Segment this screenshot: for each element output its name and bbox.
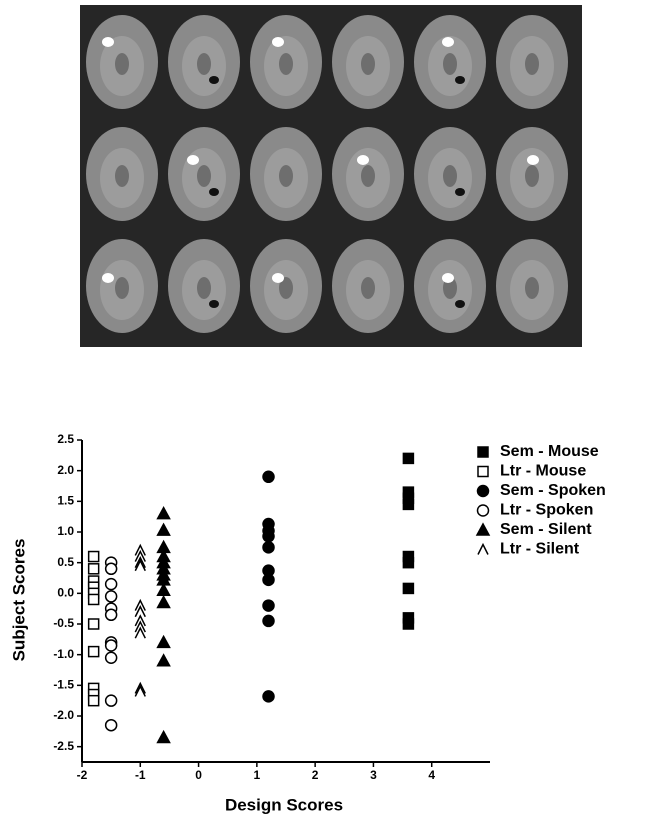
marker-circle: [106, 609, 117, 620]
marker-triangle: [158, 597, 170, 608]
activation-black: [455, 188, 465, 196]
marker-caret: [478, 545, 488, 555]
y-tick-label: -1.0: [53, 647, 74, 661]
activation-black: [455, 76, 465, 84]
brain-ventricle: [525, 53, 539, 75]
y-tick-label: 2.5: [57, 432, 74, 446]
marker-circle: [478, 486, 489, 497]
marker-circle: [263, 471, 274, 482]
activation-white: [527, 155, 539, 165]
marker-square: [89, 594, 99, 604]
marker-circle: [263, 600, 274, 611]
activation-black: [209, 300, 219, 308]
y-tick-label: 1.5: [57, 494, 74, 508]
legend-label: Sem - Silent: [500, 521, 592, 538]
x-tick-label: 2: [312, 768, 319, 782]
activation-white: [272, 273, 284, 283]
marker-circle: [106, 720, 117, 731]
brain-ventricle: [361, 165, 375, 187]
marker-circle: [263, 574, 274, 585]
marker-square: [478, 467, 488, 477]
y-tick-label: -1.5: [53, 678, 74, 692]
activation-white: [102, 37, 114, 47]
marker-circle: [106, 640, 117, 651]
activation-white: [442, 37, 454, 47]
marker-square: [403, 499, 413, 509]
brain-ventricle: [115, 277, 129, 299]
brain-ventricle: [197, 277, 211, 299]
brain-ventricle: [361, 53, 375, 75]
marker-circle: [106, 563, 117, 574]
brain-ventricle: [279, 165, 293, 187]
brain-ventricle: [443, 165, 457, 187]
brain-ventricle: [115, 53, 129, 75]
marker-circle: [263, 615, 274, 626]
y-tick-label: 0.5: [57, 555, 74, 569]
brain-ventricle: [279, 53, 293, 75]
y-tick-label: -2.5: [53, 739, 74, 753]
marker-square: [403, 453, 413, 463]
marker-triangle: [158, 636, 170, 647]
marker-triangle: [158, 655, 170, 666]
figure: Design Scores Subject Scores 2.5 2.0 1.5 1.…: [0, 0, 658, 821]
brain-ventricle: [197, 165, 211, 187]
marker-triangle: [158, 584, 170, 595]
x-tick-label: -1: [135, 768, 146, 782]
marker-circle: [478, 505, 489, 516]
marker-square: [89, 696, 99, 706]
activation-black: [455, 300, 465, 308]
activation-white: [102, 273, 114, 283]
marker-square: [478, 447, 488, 457]
y-tick-label: -2.0: [53, 708, 74, 722]
x-axis-title: Design Scores: [225, 795, 343, 814]
activation-white: [272, 37, 284, 47]
marker-circle: [263, 691, 274, 702]
brain-ventricle: [115, 165, 129, 187]
marker-square: [403, 619, 413, 629]
activation-white: [357, 155, 369, 165]
activation-white: [187, 155, 199, 165]
brain-ventricle: [525, 165, 539, 187]
brain-ventricle: [361, 277, 375, 299]
marker-circle: [106, 695, 117, 706]
y-tick-label: -0.5: [53, 616, 74, 630]
marker-triangle: [158, 508, 170, 519]
marker-square: [89, 564, 99, 574]
x-tick-label: 3: [370, 768, 377, 782]
activation-white: [442, 273, 454, 283]
marker-square: [89, 647, 99, 657]
marker-triangle: [158, 731, 170, 742]
marker-square: [403, 558, 413, 568]
legend-label: Ltr - Spoken: [500, 502, 593, 519]
marker-circle: [106, 591, 117, 602]
activation-black: [209, 188, 219, 196]
x-tick-label: 0: [195, 768, 202, 782]
activation-black: [209, 76, 219, 84]
marker-circle: [263, 531, 274, 542]
legend-label: Sem - Mouse: [500, 443, 599, 460]
marker-square: [403, 583, 413, 593]
x-tick-label: 4: [428, 768, 435, 782]
marker-triangle: [158, 524, 170, 535]
marker-circle: [106, 579, 117, 590]
y-axis-title: Subject Scores: [9, 539, 28, 662]
legend-label: Ltr - Mouse: [500, 463, 586, 480]
y-tick-label: 0.0: [57, 586, 74, 600]
x-tick-label: 1: [254, 768, 261, 782]
legend-label: Ltr - Silent: [500, 541, 580, 558]
marker-square: [89, 552, 99, 562]
marker-square: [89, 619, 99, 629]
x-tick-label: -2: [77, 768, 88, 782]
brain-ventricle: [443, 53, 457, 75]
legend-label: Sem - Spoken: [500, 482, 606, 499]
marker-triangle: [477, 524, 489, 535]
y-tick-label: 1.0: [57, 524, 74, 538]
marker-circle: [263, 542, 274, 553]
marker-circle: [106, 652, 117, 663]
y-tick-label: 2.0: [57, 463, 74, 477]
brain-ventricle: [525, 277, 539, 299]
brain-ventricle: [197, 53, 211, 75]
